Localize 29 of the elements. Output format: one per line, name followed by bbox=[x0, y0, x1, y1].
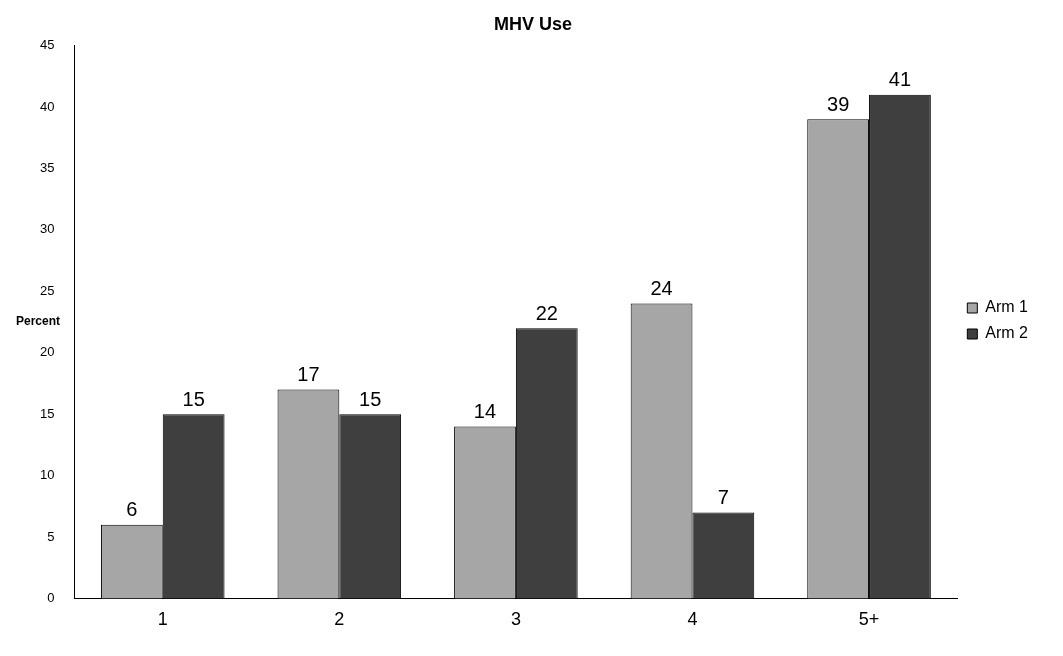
data-label: 39 bbox=[827, 92, 850, 115]
x-tick-label: 2 bbox=[334, 609, 345, 630]
data-label: 6 bbox=[126, 498, 138, 521]
data-label: 17 bbox=[297, 363, 320, 386]
y-tick-label: 30 bbox=[39, 221, 55, 237]
data-label: 41 bbox=[888, 68, 912, 91]
y-tick-label: 40 bbox=[39, 98, 55, 114]
data-label: 15 bbox=[359, 387, 382, 410]
legend-label: Arm 2 bbox=[985, 324, 1029, 342]
y-tick-label: 10 bbox=[39, 467, 55, 483]
y-tick-label: 5 bbox=[47, 528, 55, 544]
y-tick-label: 35 bbox=[39, 160, 55, 176]
data-label: 24 bbox=[650, 277, 673, 300]
y-tick-label: 25 bbox=[39, 282, 55, 298]
x-tick-label: 5+ bbox=[858, 609, 880, 630]
x-tick-label: 3 bbox=[510, 609, 521, 630]
data-label: 14 bbox=[473, 399, 497, 422]
x-tick-label: 1 bbox=[157, 609, 168, 630]
data-label: 7 bbox=[717, 485, 729, 508]
y-axis-title: Percent bbox=[16, 314, 61, 329]
legend-label: Arm 1 bbox=[985, 298, 1029, 316]
x-tick-label: 4 bbox=[687, 609, 698, 630]
data-label: 15 bbox=[182, 387, 205, 410]
y-tick-label: 20 bbox=[39, 344, 55, 360]
y-tick-label: 45 bbox=[39, 37, 55, 53]
chart-title: MHV Use bbox=[493, 13, 573, 34]
y-tick-label: 15 bbox=[39, 405, 55, 421]
y-tick-label: 0 bbox=[47, 589, 55, 605]
data-label: 22 bbox=[535, 301, 558, 324]
